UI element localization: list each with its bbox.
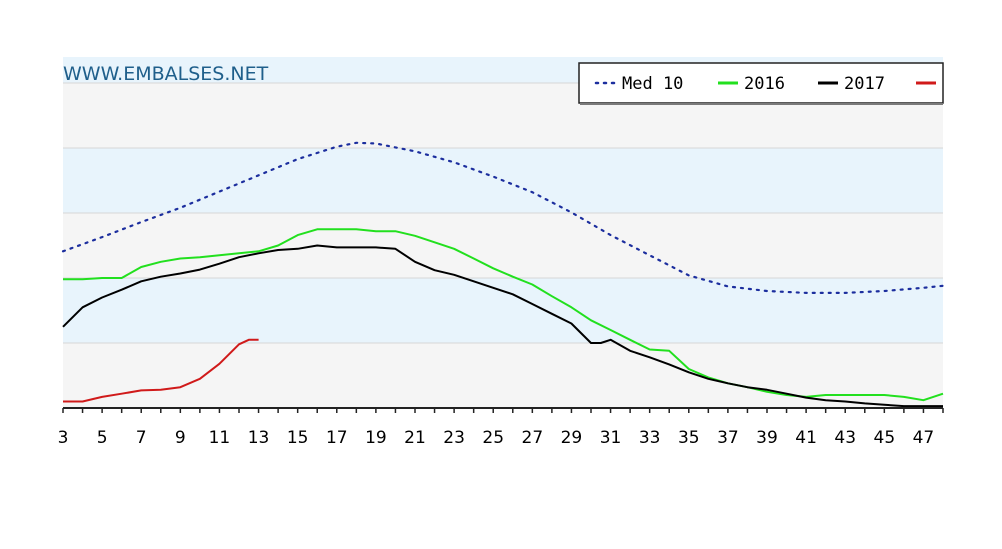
- legend: Med 10 2016 2017: [578, 62, 944, 105]
- x-tick-label: 27: [522, 428, 544, 448]
- x-tick-label: 35: [678, 428, 700, 448]
- legend-label: 2017: [844, 74, 885, 94]
- plot-band: [63, 278, 943, 343]
- x-tick-label: 19: [365, 428, 387, 448]
- x-tick-label: 39: [756, 428, 778, 448]
- x-tick-label: 23: [443, 428, 465, 448]
- x-tick-label: 37: [717, 428, 739, 448]
- x-tick-label: 21: [404, 428, 426, 448]
- plot-band: [63, 343, 943, 408]
- x-tick-label: 33: [639, 428, 661, 448]
- x-tick-label: 9: [175, 428, 186, 448]
- x-tick-label: 7: [136, 428, 147, 448]
- plot-band: [63, 213, 943, 278]
- legend-label: 2016: [744, 74, 785, 94]
- x-tick-label: 11: [209, 428, 231, 448]
- series-line-2017: [62, 244, 943, 408]
- x-tick-label: 31: [600, 428, 622, 448]
- legend-label: Med 10: [622, 74, 683, 94]
- x-tick-label: 3: [58, 428, 69, 448]
- x-tick-label: 41: [795, 428, 817, 448]
- x-tick-label: 43: [834, 428, 856, 448]
- x-axis: 3 5 7 9 11 13 15 17 19 21 23 25 27 29 31 33 35 37 39 41 43 45…: [58, 407, 944, 448]
- x-tick-label: 17: [326, 428, 348, 448]
- x-tick-label: 29: [561, 428, 583, 448]
- x-tick-label: 13: [248, 428, 270, 448]
- legend-box: [578, 62, 944, 104]
- watermark-label: WWW.EMBALSES.NET: [63, 63, 269, 85]
- series-line-med-10: [61, 141, 945, 294]
- series-layer: [61, 141, 945, 408]
- x-tick-label: 25: [482, 428, 504, 448]
- series-line-current: [63, 338, 259, 403]
- x-tick-label: 45: [874, 428, 896, 448]
- x-tick-label: 15: [287, 428, 309, 448]
- plot-bands: [63, 57, 943, 408]
- x-tick-label: 5: [97, 428, 108, 448]
- x-tick-label: 47: [913, 428, 935, 448]
